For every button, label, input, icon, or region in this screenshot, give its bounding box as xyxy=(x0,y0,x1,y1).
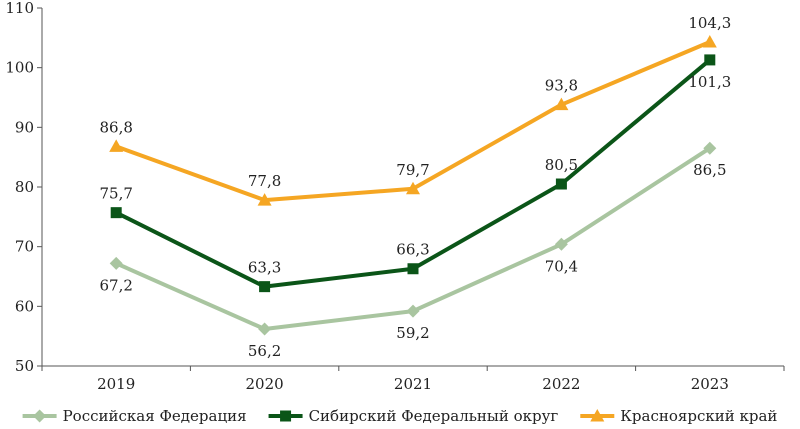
data-point-marker xyxy=(259,281,271,293)
data-point-marker xyxy=(555,178,567,190)
data-point-marker xyxy=(704,54,716,66)
x-tick-label: 2022 xyxy=(542,375,580,393)
data-point-marker xyxy=(109,139,124,152)
data-point-marker xyxy=(406,304,420,318)
data-label: 79,7 xyxy=(396,161,429,179)
data-label: 86,8 xyxy=(99,118,132,136)
data-point-marker xyxy=(110,207,122,219)
data-point-marker xyxy=(554,237,568,251)
y-tick-label: 60 xyxy=(15,297,34,315)
y-tick-label: 70 xyxy=(15,238,34,256)
data-label: 56,2 xyxy=(248,342,281,360)
data-point-marker xyxy=(407,263,419,275)
data-label: 93,8 xyxy=(545,77,578,95)
data-label: 59,2 xyxy=(396,324,429,342)
y-tick-label: 90 xyxy=(15,118,34,136)
legend-marker xyxy=(590,409,605,422)
data-label: 86,5 xyxy=(693,161,726,179)
data-label: 77,8 xyxy=(248,172,281,190)
x-tick-label: 2020 xyxy=(246,375,284,393)
y-tick-label: 80 xyxy=(15,178,34,196)
data-label: 63,3 xyxy=(248,259,281,277)
x-tick-label: 2023 xyxy=(691,375,729,393)
y-tick-label: 50 xyxy=(15,357,34,375)
data-point-marker xyxy=(109,256,123,270)
data-point-marker xyxy=(702,35,717,48)
data-point-marker xyxy=(703,141,717,155)
x-tick-label: 2019 xyxy=(97,375,135,393)
data-label: 75,7 xyxy=(99,185,132,203)
data-label: 70,4 xyxy=(545,257,578,275)
legend-label: Российская Федерация xyxy=(63,407,247,425)
data-point-marker xyxy=(258,322,272,336)
x-tick-label: 2021 xyxy=(394,375,432,393)
data-label: 67,2 xyxy=(99,276,132,294)
legend-label: Красноярский край xyxy=(620,407,777,425)
data-point-marker xyxy=(257,193,272,206)
legend-label: Сибирский Федеральный округ xyxy=(309,407,559,425)
y-tick-label: 100 xyxy=(5,59,34,77)
legend-marker xyxy=(280,410,292,422)
data-label: 66,3 xyxy=(396,241,429,259)
data-point-marker xyxy=(406,181,420,195)
data-label: 101,3 xyxy=(688,73,731,91)
data-label: 104,3 xyxy=(688,14,731,32)
legend-marker xyxy=(33,409,47,423)
y-tick-label: 110 xyxy=(5,0,34,17)
data-label: 80,5 xyxy=(545,156,578,174)
data-point-marker xyxy=(554,97,569,111)
